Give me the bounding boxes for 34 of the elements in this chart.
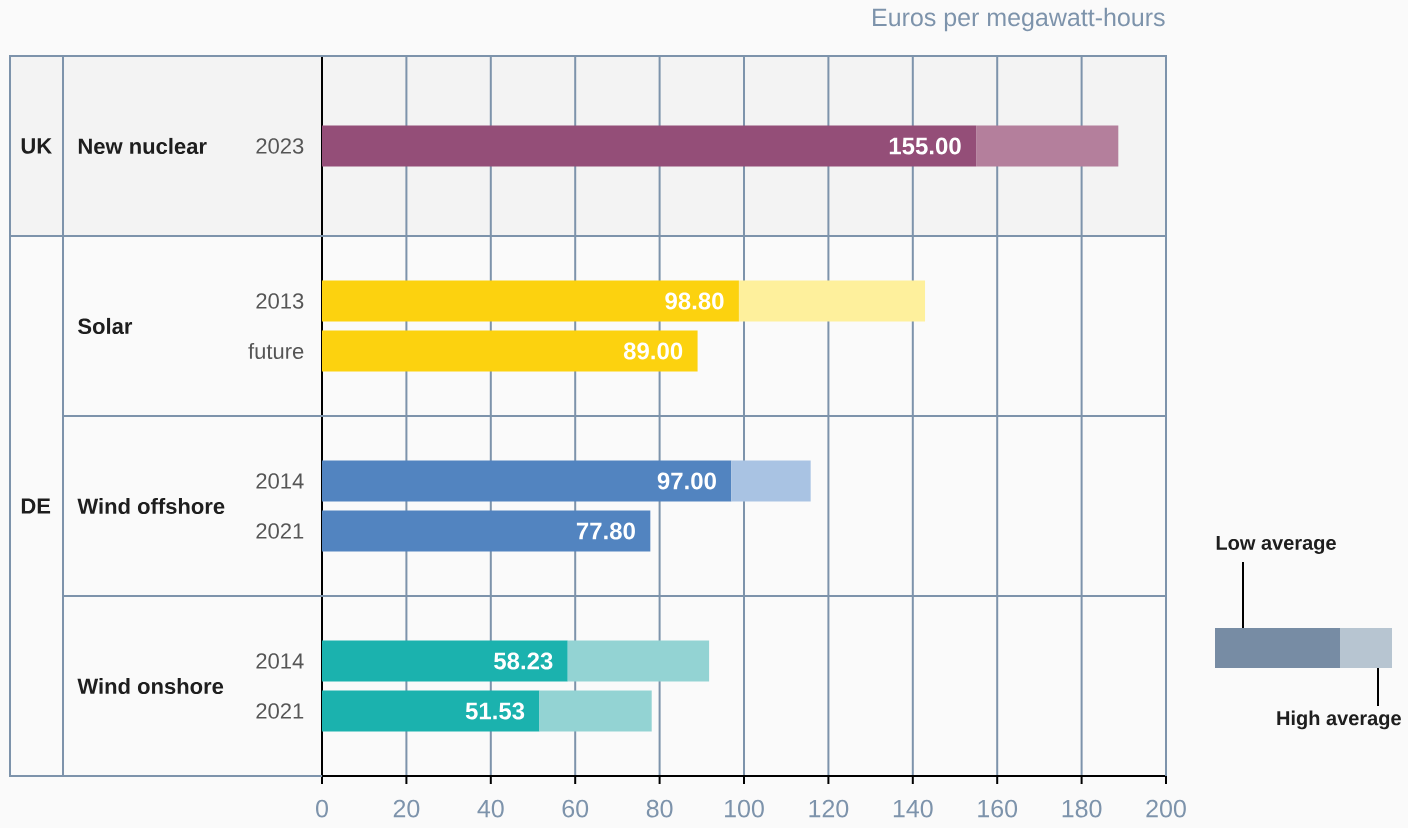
text: New nuclear	[78, 137, 207, 155]
data-label: 155.00	[889, 137, 961, 155]
data-label: 97.00	[657, 472, 716, 490]
text: Solar	[78, 317, 133, 335]
text: Wind offshore	[77, 497, 225, 515]
x-tick-label: 20	[393, 799, 420, 818]
x-tick-label: 40	[477, 799, 504, 818]
y-tick-label: 2014	[256, 473, 304, 489]
data-label: 51.53	[465, 702, 525, 720]
y-tick-label: future	[248, 342, 304, 360]
x-tick-label: 180	[1062, 799, 1102, 818]
y-tick-label: 2014	[256, 653, 304, 669]
y-tick-label: 2021	[256, 523, 304, 539]
text: Low average	[1216, 535, 1336, 554]
data-label: 77.80	[576, 522, 635, 540]
x-tick-label: 160	[978, 799, 1018, 818]
x-tick-label: 80	[646, 799, 673, 818]
x-axis-title: Euros per megawatt-hours	[873, 7, 1165, 32]
data-label: 89.00	[623, 342, 683, 360]
x-tick-label: 0	[316, 799, 328, 818]
text: UK	[21, 138, 52, 154]
text: DE	[21, 498, 51, 514]
y-tick-label: 2023	[256, 138, 304, 154]
x-tick-label: 200	[1146, 799, 1186, 818]
x-tick-label: 100	[725, 799, 764, 818]
x-tick-label: 60	[562, 799, 589, 818]
y-tick-label: 2021	[256, 703, 304, 719]
data-label: 98.80	[665, 292, 724, 310]
text: High average	[1277, 710, 1401, 730]
text: Wind onshore	[77, 677, 224, 695]
y-tick-label: 2013	[256, 293, 304, 309]
x-tick-label: 120	[809, 799, 849, 818]
data-label: 58.23	[494, 652, 553, 670]
x-tick-label: 140	[893, 799, 933, 818]
